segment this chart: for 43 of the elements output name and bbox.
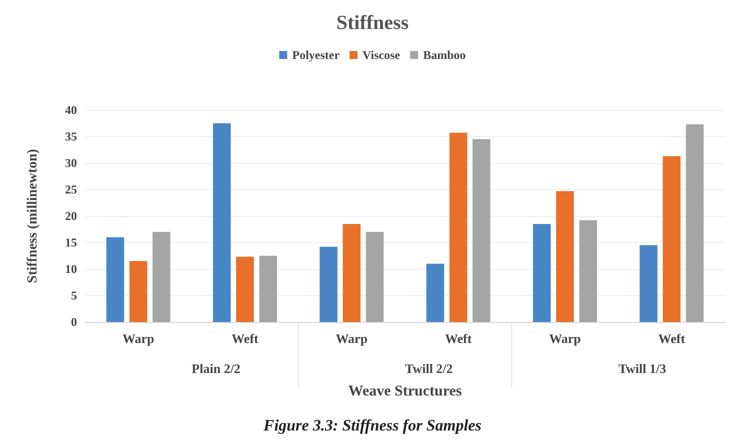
y-tick-label: 40 xyxy=(65,103,77,117)
text: Twill 2/2 xyxy=(404,361,453,376)
chart-title: Stiffness xyxy=(336,12,409,34)
y-tick-label: 10 xyxy=(65,262,77,276)
y-tick-label: 0 xyxy=(71,315,77,329)
x-tick-label: Weft xyxy=(232,331,260,346)
bar xyxy=(342,224,361,322)
bar xyxy=(106,237,124,322)
y-tick-label: 20 xyxy=(65,209,77,223)
bar xyxy=(662,156,681,322)
bar xyxy=(366,232,384,322)
bar xyxy=(556,191,574,322)
y-axis-title: Stiffness (millinewton) xyxy=(26,148,40,284)
text: Plain 2/2 xyxy=(192,361,240,376)
text: Twill 1/3 xyxy=(618,361,667,376)
bar xyxy=(579,220,597,322)
x-tick-label: Warp xyxy=(336,331,368,346)
bar xyxy=(449,132,468,322)
legend-label: Bamboo xyxy=(423,48,466,62)
bar xyxy=(472,139,490,322)
y-tick-label: 15 xyxy=(65,236,77,250)
bar xyxy=(129,261,148,322)
x-tick-label: Warp xyxy=(549,331,581,346)
x-axis-title: Weave Structures xyxy=(348,384,462,400)
y-tick-label: 35 xyxy=(65,130,77,144)
bar xyxy=(426,264,444,322)
legend-label: Viscose xyxy=(362,48,401,62)
bar xyxy=(152,232,170,322)
x-tick-label: Warp xyxy=(122,331,154,346)
y-tick-label: 5 xyxy=(71,288,77,302)
x-tick-label: Weft xyxy=(444,331,472,346)
y-tick-label: 25 xyxy=(65,182,77,196)
caption: Figure 3.3: Stiffness for Samples xyxy=(262,418,482,434)
bar xyxy=(686,124,704,322)
bar xyxy=(213,123,231,322)
bar xyxy=(533,224,551,322)
x-tick-label: Weft xyxy=(658,331,686,346)
legend-label: Polyester xyxy=(292,48,340,62)
bar xyxy=(320,246,338,322)
bar xyxy=(259,256,277,322)
bar xyxy=(236,256,254,322)
y-tick-label: 30 xyxy=(65,156,77,170)
bar xyxy=(640,245,658,322)
